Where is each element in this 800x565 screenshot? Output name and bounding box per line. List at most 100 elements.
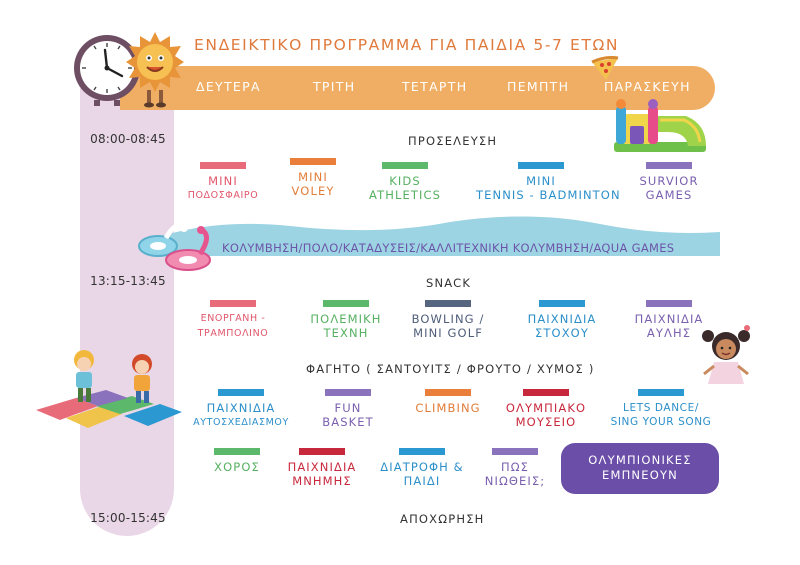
olympians-inspire-badge: ΟΛΥΜΠΙΟΝΙΚΕΣ ΕΜΠΝΕΟΥΝ xyxy=(561,443,719,494)
time-snack: 13:15-13:45 xyxy=(90,274,166,288)
activity-line1: ΠΑΙΧΝΙΔΙΑ xyxy=(634,312,704,326)
activity-line2: BASKET xyxy=(322,415,374,429)
activity-how-do-you-feel: ΠΩΣ ΝΙΩΘΕΙΣ; xyxy=(450,448,580,489)
activity-survivor-games: SURVIOR GAMES xyxy=(604,162,734,203)
olympians-line2: ΕΜΠΝΕΟΥΝ xyxy=(602,468,678,482)
activity-target-games: ΠΑΙΧΝΙΔΙΑ ΣΤΟΧΟΥ xyxy=(497,300,627,341)
activity-gymnastics: ΕΝΟΡΓΑΝΗ - ΤΡΑΜΠΟΛΙΝΟ xyxy=(168,300,298,341)
activity-line2: ΜΝΗΜΗΣ xyxy=(292,474,352,488)
activity-line1: ΠΩΣ xyxy=(500,460,529,474)
color-bar xyxy=(299,448,345,455)
activity-line1: BOWLING / xyxy=(411,312,485,326)
color-bar xyxy=(210,300,256,307)
activity-nutrition: ΔΙΑΤΡΟΦΗ & ΠΑΙΔΙ xyxy=(357,448,487,489)
color-bar xyxy=(399,448,445,455)
day-monday: ΔΕΥΤΕΡΑ xyxy=(196,79,261,94)
pizza-icon xyxy=(591,56,619,80)
activity-line2: ΑΥΤΟΣΧΕΔΙΑΣΜΟΥ xyxy=(193,417,289,428)
activity-line2: ΠΟΔΟΣΦΑΙΡΟ xyxy=(187,190,259,201)
day-thursday: ΠΕΜΠΤΗ xyxy=(507,79,570,94)
color-bar xyxy=(638,389,684,396)
section-departure: ΑΠΟΧΩΡΗΣΗ xyxy=(400,512,485,526)
activity-line2: VOLEY xyxy=(291,184,335,198)
girl-icon xyxy=(702,325,750,384)
activity-mini-tennis: MINI TENNIS - BADMINTON xyxy=(476,162,621,203)
bouncy-castle-icon xyxy=(614,99,706,152)
section-lunch: ΦΑΓΗΤΟ ( ΣΑΝΤΟΥΙΤΣ / ΦΡΟΥΤΟ / ΧΥΜΟΣ ) xyxy=(306,362,595,376)
color-bar xyxy=(518,162,564,169)
activity-improvisation-games: ΠΑΙΧΝΙΔΙΑ ΑΥΤΟΣΧΕΔΙΑΣΜΟΥ xyxy=(176,389,306,430)
clock-icon xyxy=(74,35,140,106)
time-end: 15:00-15:45 xyxy=(90,511,166,525)
swimming-wave xyxy=(150,216,720,256)
activity-line1: CLIMBING xyxy=(415,401,481,415)
activity-line1: KIDS xyxy=(389,174,421,188)
color-bar xyxy=(323,300,369,307)
color-bar xyxy=(214,448,260,455)
day-banner xyxy=(120,66,715,110)
activity-line1: MINI xyxy=(526,174,556,188)
activity-climbing: CLIMBING xyxy=(383,389,513,415)
activity-line1: FUN xyxy=(334,401,362,415)
kids-hopscotch-icon xyxy=(36,350,182,428)
activity-line2: MINI GOLF xyxy=(413,326,483,340)
flamingo-float-icon xyxy=(138,223,211,271)
sun-mascot-icon xyxy=(126,32,184,108)
color-bar xyxy=(382,162,428,169)
day-friday: ΠΑΡΑΣΚΕΥΗ xyxy=(604,79,691,94)
activity-line1: ΠΑΙΧΝΙΔΙΑ xyxy=(206,401,276,415)
section-arrival: ΠΡΟΣΕΛΕΥΣΗ xyxy=(408,134,498,148)
swimming-activities: ΚΟΛΥΜΒΗΣΗ/ΠΟΛΟ/ΚΑΤΑΔΥΣΕΙΣ/ΚΑΛΛΙΤΕΧΝΙΚΗ Κ… xyxy=(222,241,675,255)
activity-line2: ΣΤΟΧΟΥ xyxy=(535,326,589,340)
activity-line1: LETS DANCE/ xyxy=(623,402,699,414)
activity-dance: ΧΟΡΟΣ xyxy=(172,448,302,474)
olympians-line1: ΟΛΥΜΠΙΟΝΙΚΕΣ xyxy=(588,453,692,467)
activity-line2: SING YOUR SONG xyxy=(610,416,712,428)
activity-line2: TENNIS - BADMINTON xyxy=(476,188,621,202)
activity-line1: ΕΝΟΡΓΑΝΗ - xyxy=(200,313,266,324)
color-bar xyxy=(325,389,371,396)
activity-line1: ΠΑΙΧΝΙΔΙΑ xyxy=(287,460,357,474)
activity-line2: ΠΑΙΔΙ xyxy=(403,474,441,488)
activity-line1: ΔΙΑΤΡΟΦΗ & xyxy=(380,460,464,474)
activity-line2: ΤΡΑΜΠΟΛΙΝΟ xyxy=(197,328,269,339)
activity-kids-athletics: KIDS ATHLETICS xyxy=(340,162,470,203)
activity-mini-volley: MINI VOLEY xyxy=(248,158,378,199)
activity-line1: ΟΛΥΜΠΙΑΚΟ xyxy=(505,401,587,415)
color-bar xyxy=(539,300,585,307)
activity-line2: ATHLETICS xyxy=(369,188,441,202)
color-bar xyxy=(523,389,569,396)
activity-line2: ΜΟΥΣΕΙΟ xyxy=(515,415,577,429)
color-bar xyxy=(218,389,264,396)
activity-line2: ΤΕΧΝΗ xyxy=(323,326,369,340)
activity-line1: MINI xyxy=(208,174,238,188)
activity-mini-football: MINI ΠΟΔΟΣΦΑΙΡΟ xyxy=(158,162,288,203)
color-bar xyxy=(646,300,692,307)
activity-memory-games: ΠΑΙΧΝΙΔΙΑ ΜΝΗΜΗΣ xyxy=(257,448,387,489)
activity-line2: GAMES xyxy=(645,188,693,202)
activity-line1: ΧΟΡΟΣ xyxy=(214,460,260,474)
page-title: ΕΝΔΕΙΚΤΙΚΟ ΠΡΟΓΡΑΜΜΑ ΓΙΑ ΠΑΙΔΙΑ 5-7 ΕΤΩΝ xyxy=(194,36,620,54)
color-bar xyxy=(425,300,471,307)
activity-line1: ΠΟΛΕΜΙΚΗ xyxy=(310,312,382,326)
color-bar xyxy=(200,162,246,169)
time-column xyxy=(80,88,174,536)
activity-line1: SURVIOR xyxy=(639,174,699,188)
activity-line2: ΝΙΩΘΕΙΣ; xyxy=(484,474,546,488)
activity-line2: ΑΥΛΗΣ xyxy=(646,326,692,340)
day-wednesday: ΤΕΤΑΡΤΗ xyxy=(402,79,468,94)
section-snack: SNACK xyxy=(426,276,472,290)
activity-fun-basket: FUN BASKET xyxy=(283,389,413,430)
activity-bowling: BOWLING / MINI GOLF xyxy=(383,300,513,341)
time-start: 08:00-08:45 xyxy=(90,132,166,146)
color-bar xyxy=(290,158,336,165)
activity-olympic-museum: ΟΛΥΜΠΙΑΚΟ ΜΟΥΣΕΙΟ xyxy=(481,389,611,430)
color-bar xyxy=(425,389,471,396)
activity-lets-dance: LETS DANCE/ SING YOUR SONG xyxy=(596,389,726,430)
color-bar xyxy=(646,162,692,169)
activity-martial-arts: ΠΟΛΕΜΙΚΗ ΤΕΧΝΗ xyxy=(281,300,411,341)
activity-line1: ΠΑΙΧΝΙΔΙΑ xyxy=(527,312,597,326)
color-bar xyxy=(492,448,538,455)
day-tuesday: ΤΡΙΤΗ xyxy=(313,79,356,94)
